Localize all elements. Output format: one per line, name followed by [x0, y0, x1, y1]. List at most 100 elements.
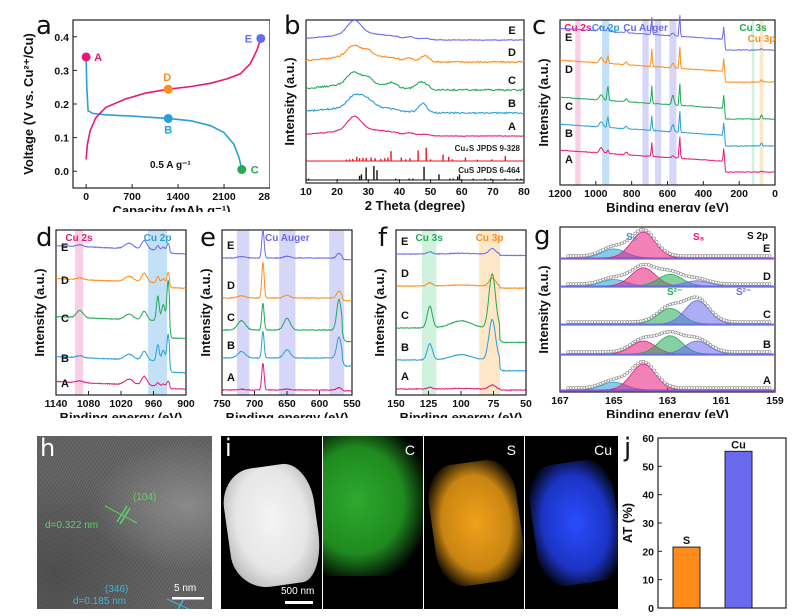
envelope-point: [749, 254, 753, 258]
x-tick-label: 600: [659, 188, 677, 200]
envelope-point: [646, 263, 651, 267]
envelope-point: [671, 384, 675, 389]
envelope-point: [628, 236, 632, 240]
envelope-point: [732, 350, 737, 354]
envelope-point: [625, 371, 629, 375]
envelope-point: [617, 348, 621, 352]
envelope-point: [679, 272, 683, 276]
envelope-point: [711, 254, 715, 258]
envelope-point: [681, 299, 686, 303]
envelope-point: [652, 368, 656, 373]
envelope-point: [765, 282, 769, 286]
envelope-point: [714, 280, 718, 285]
x-tick-label: 700: [123, 191, 141, 203]
envelope-point: [700, 277, 705, 281]
envelope-point: [601, 350, 605, 354]
envelope-point: [657, 332, 662, 336]
envelope-point: [708, 343, 713, 347]
envelope-point: [641, 262, 646, 267]
eds-label-c: C: [404, 442, 415, 458]
xps-series-B: [395, 318, 526, 372]
species-label-3: S²⁻: [736, 287, 751, 298]
envelope-point: [660, 378, 664, 382]
species-label-1: S₈: [693, 232, 705, 243]
envelope-point: [676, 253, 680, 258]
envelope-point: [724, 282, 729, 286]
y-tick-label: 0.3: [54, 65, 69, 77]
envelope-point: [609, 320, 613, 324]
eds-label-s: S: [506, 442, 516, 458]
envelope-point: [679, 254, 683, 258]
envelope-point: [566, 350, 570, 354]
envelope-point: [663, 305, 667, 309]
envelope-point: [751, 254, 756, 258]
highlight-band-0: [74, 230, 84, 395]
envelope-point: [582, 385, 586, 390]
envelope-point: [585, 320, 589, 324]
x-tick-label: 20: [331, 186, 343, 198]
envelope-point: [749, 350, 753, 354]
xps-series-C: [221, 298, 353, 343]
marker-label-B: B: [164, 124, 172, 136]
envelope-point: [625, 344, 629, 349]
x-tick-label: 400: [695, 188, 713, 200]
envelope-point: [751, 350, 756, 354]
series-label-E: E: [763, 243, 770, 255]
envelope-point: [646, 362, 651, 367]
envelope-point: [649, 315, 654, 320]
envelope-point: [735, 254, 740, 258]
envelope-point: [746, 254, 750, 258]
envelope-point: [577, 254, 581, 258]
envelope-point: [708, 279, 713, 283]
envelope-point: [668, 252, 672, 256]
envelope-point: [765, 350, 769, 354]
envelope-point: [673, 253, 678, 257]
envelope-point: [582, 320, 586, 324]
x-tick-label: 200: [730, 188, 748, 200]
envelope-point: [746, 350, 750, 354]
envelope-point: [633, 320, 637, 324]
xrd-series-E: [305, 19, 525, 41]
x-tick-label: 100: [452, 398, 470, 410]
envelope-point: [660, 331, 664, 336]
envelope-point: [620, 374, 624, 379]
envelope-point: [598, 249, 603, 253]
ref-label-0: Cu₂S JPDS 9-328: [455, 144, 521, 153]
envelope-point: [700, 386, 705, 390]
envelope-point: [622, 320, 627, 324]
envelope-point: [722, 254, 726, 258]
envelope-point: [757, 386, 761, 390]
x-tick-label: 960: [145, 398, 163, 410]
envelope-point: [738, 254, 742, 258]
series-label-D: D: [763, 271, 771, 283]
envelope-point: [574, 386, 578, 390]
envelope-point: [765, 254, 769, 258]
xrd-series-B: [305, 93, 525, 115]
scale-bar-label-h: 5 nm: [174, 583, 197, 594]
y-axis-label: Intensity (a.u.): [32, 268, 47, 356]
envelope-point: [730, 254, 734, 258]
x-tick-label: 1200: [548, 188, 572, 200]
envelope-point: [746, 320, 750, 324]
x-tick-label: 1080: [77, 398, 101, 410]
envelope-point: [724, 349, 729, 354]
envelope-point: [644, 228, 648, 233]
envelope-point: [622, 272, 627, 276]
envelope-point: [695, 386, 699, 390]
x-tick-label: 40: [394, 186, 406, 198]
envelope-point: [641, 318, 646, 323]
bar-Cu: [724, 450, 753, 609]
envelope-point: [606, 276, 611, 280]
envelope-point: [668, 268, 672, 273]
envelope-point: [652, 265, 656, 269]
envelope-point: [582, 350, 586, 354]
envelope-point: [754, 350, 758, 354]
envelope-point: [665, 250, 670, 255]
envelope-point: [593, 383, 597, 388]
envelope-point: [655, 311, 659, 316]
envelope-point: [703, 339, 707, 344]
envelope-point: [595, 383, 600, 387]
envelope-point: [603, 379, 608, 384]
envelope-point: [609, 377, 613, 382]
envelope-point: [579, 282, 584, 286]
